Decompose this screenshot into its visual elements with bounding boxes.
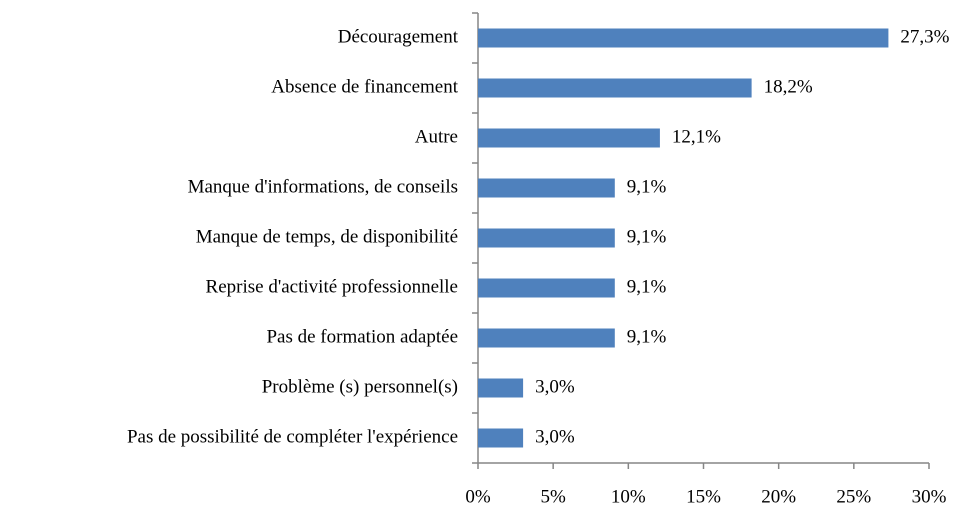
- x-tick-label: 15%: [686, 486, 721, 507]
- bar: [478, 228, 615, 248]
- bar: [478, 178, 615, 198]
- data-label: 3,0%: [535, 376, 575, 397]
- x-tick-label: 20%: [761, 486, 796, 507]
- bar: [478, 78, 752, 98]
- y-tick-label: Pas de possibilité de compléter l'expéri…: [127, 426, 458, 447]
- bar: [478, 278, 615, 298]
- bar: [478, 328, 615, 348]
- bar: [478, 128, 660, 148]
- data-label: 3,0%: [535, 426, 575, 447]
- y-tick-label: Pas de formation adaptée: [266, 326, 458, 347]
- x-tick-label: 10%: [611, 486, 646, 507]
- y-tick-label: Manque d'informations, de conseils: [188, 176, 458, 197]
- data-label: 27,3%: [900, 26, 949, 47]
- bar: [478, 28, 889, 48]
- y-tick-label: Autre: [415, 126, 458, 147]
- x-tick-label: 25%: [836, 486, 871, 507]
- bar: [478, 428, 524, 448]
- y-tick-label: Reprise d'activité professionnelle: [206, 276, 458, 297]
- data-label: 9,1%: [627, 326, 667, 347]
- y-tick-label: Absence de financement: [271, 76, 458, 97]
- data-label: 9,1%: [627, 176, 667, 197]
- data-label: 12,1%: [672, 126, 721, 147]
- data-label: 9,1%: [627, 276, 667, 297]
- x-tick-label: 5%: [541, 486, 567, 507]
- y-tick-label: Problème (s) personnel(s): [262, 376, 458, 397]
- x-tick-label: 0%: [465, 486, 491, 507]
- data-label: 18,2%: [764, 76, 813, 97]
- y-tick-label: Découragement: [338, 26, 459, 47]
- bar: [478, 378, 524, 398]
- y-tick-label: Manque de temps, de disponibilité: [196, 226, 458, 247]
- x-tick-label: 30%: [912, 486, 947, 507]
- data-label: 9,1%: [627, 226, 667, 247]
